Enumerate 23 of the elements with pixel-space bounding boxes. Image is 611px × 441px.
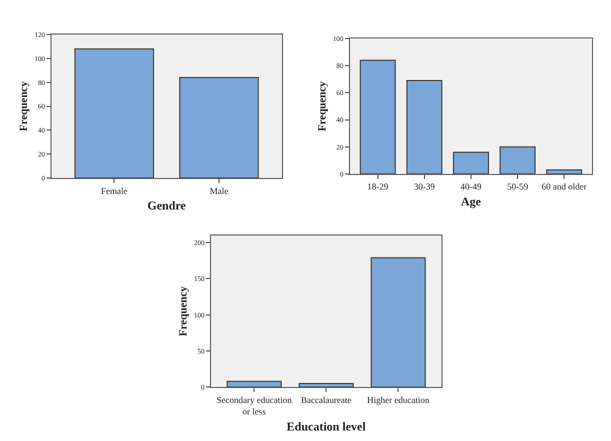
x-tick-label: 18-29 xyxy=(367,182,389,192)
x-axis-title: Gendre xyxy=(147,198,187,213)
x-tick-label: Higher education xyxy=(367,394,430,405)
y-axis-title: Frequency xyxy=(18,80,30,132)
y-axis-title: Frequency xyxy=(178,286,190,336)
x-tick-label: 40-49 xyxy=(460,182,482,192)
x-axis-title: Education level xyxy=(286,420,366,434)
bar xyxy=(370,257,426,388)
bar xyxy=(298,382,354,388)
bar xyxy=(453,152,489,174)
x-tick-label: 50-59 xyxy=(507,182,529,192)
x-tick-label: Secondary education or less xyxy=(216,394,292,417)
x-tick-label: Male xyxy=(210,186,228,196)
x-axis-title: Age xyxy=(460,194,482,209)
x-tick-label: 60 and older xyxy=(542,182,587,192)
bar xyxy=(406,80,442,174)
bar xyxy=(226,380,282,388)
x-tick-label: Female xyxy=(100,186,128,196)
bar xyxy=(360,60,396,174)
bar xyxy=(500,146,536,174)
y-axis-title: Frequency xyxy=(316,80,329,132)
x-tick-label: Baccalaureate xyxy=(300,394,352,405)
x-tick-label: 30-39 xyxy=(414,182,436,192)
